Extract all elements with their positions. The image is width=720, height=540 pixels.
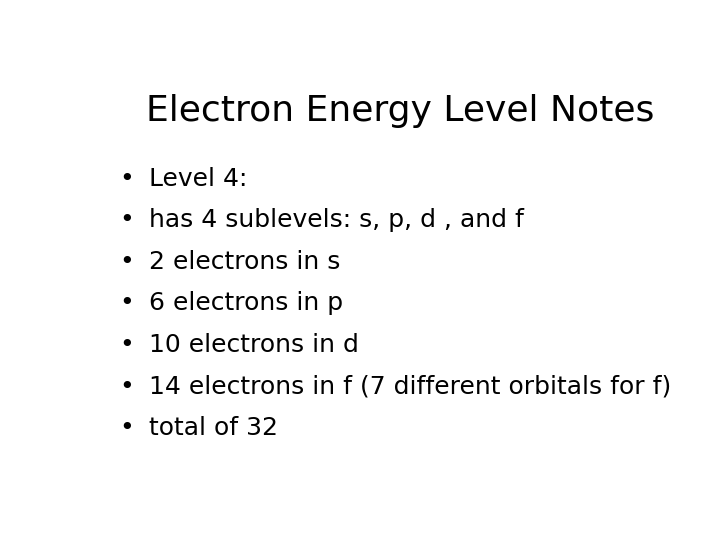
- Text: total of 32: total of 32: [148, 416, 278, 440]
- Text: 6 electrons in p: 6 electrons in p: [148, 292, 343, 315]
- Text: Electron Energy Level Notes: Electron Energy Level Notes: [145, 94, 654, 128]
- Text: has 4 sublevels: s, p, d , and f: has 4 sublevels: s, p, d , and f: [148, 208, 523, 232]
- Text: •: •: [119, 333, 134, 357]
- Text: •: •: [119, 208, 134, 232]
- Text: Level 4:: Level 4:: [148, 167, 247, 191]
- Text: 2 electrons in s: 2 electrons in s: [148, 250, 340, 274]
- Text: •: •: [119, 250, 134, 274]
- Text: 10 electrons in d: 10 electrons in d: [148, 333, 359, 357]
- Text: •: •: [119, 416, 134, 440]
- Text: •: •: [119, 375, 134, 399]
- Text: •: •: [119, 292, 134, 315]
- Text: 14 electrons in f (7 different orbitals for f): 14 electrons in f (7 different orbitals …: [148, 375, 671, 399]
- Text: •: •: [119, 167, 134, 191]
